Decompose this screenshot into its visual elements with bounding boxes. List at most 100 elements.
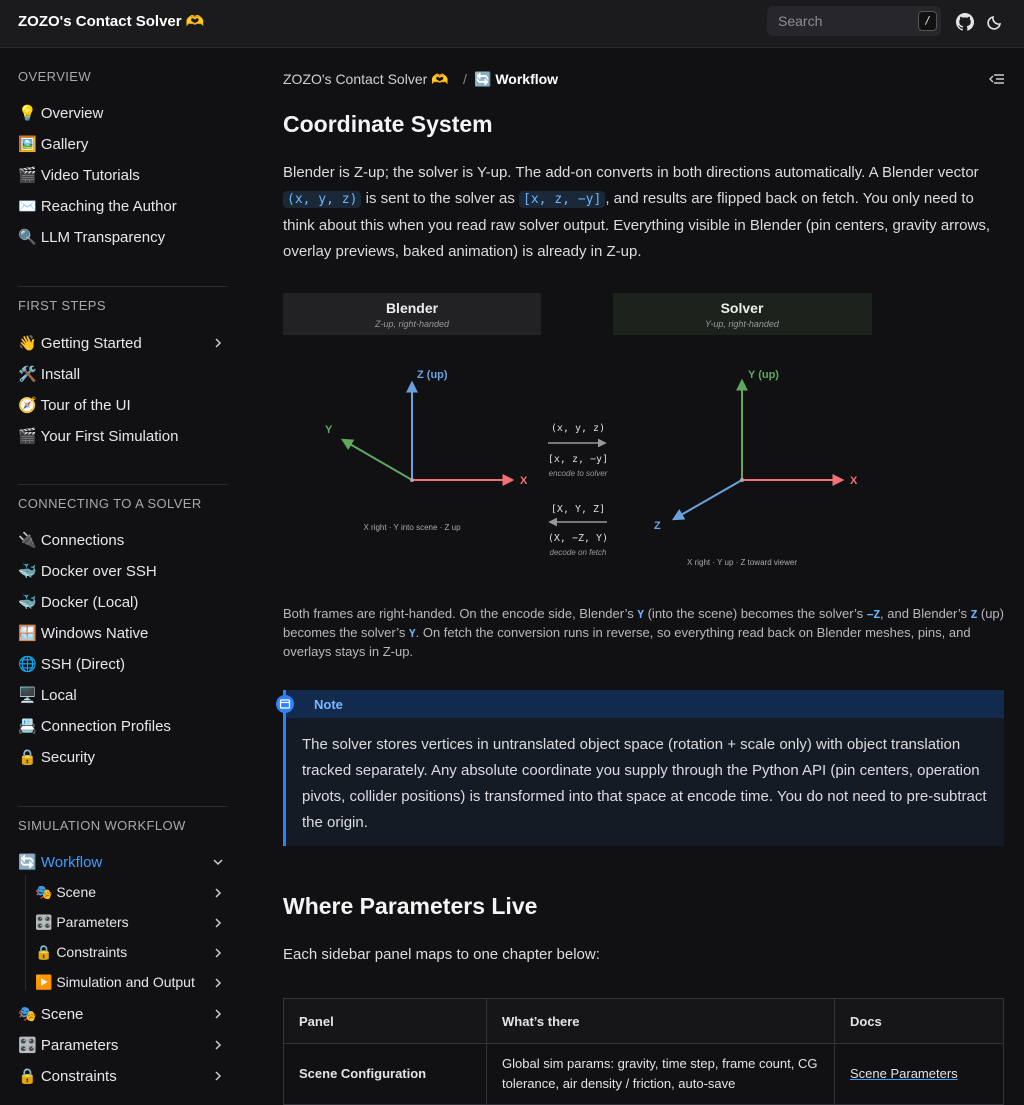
nav-item[interactable]: 🌐 SSH (Direct)	[18, 656, 126, 673]
nav-item[interactable]: 🔒 Constraints	[18, 1068, 117, 1085]
axis-label: Z	[654, 520, 661, 532]
nav-item[interactable]: 🔌 Connections	[18, 532, 125, 549]
encode-label: encode to solver	[549, 469, 608, 478]
header-cell: Docs	[834, 998, 1004, 1044]
text: is sent to the solver as	[361, 190, 520, 207]
blender-title: Blender	[386, 300, 439, 316]
search-placeholder: Search	[778, 13, 823, 29]
axis	[671, 479, 743, 521]
nav-subitem[interactable]: ▶️ Simulation and Output	[35, 974, 195, 990]
axis-label: Y (up)	[748, 369, 779, 381]
axis-label: Z (up)	[417, 369, 448, 381]
expand-icon[interactable]	[212, 1008, 224, 1020]
section-title: FIRST STEPS	[18, 298, 106, 313]
nav-item[interactable]: 🛠️ Install	[18, 366, 81, 383]
tree-line	[25, 875, 26, 990]
axis-ref: Z	[970, 608, 978, 621]
nav-subitem[interactable]: 🔒 Constraints	[35, 944, 128, 960]
note-callout: Note The solver stores vertices in untra…	[276, 690, 1004, 846]
text: , and Blender’s	[880, 606, 971, 621]
section-heading: Where Parameters Live	[283, 893, 538, 919]
blender-header	[283, 293, 541, 335]
text: Both frames are right-handed. On the enc…	[283, 606, 638, 621]
expand-icon[interactable]	[212, 1039, 224, 1051]
inline-code: [x, z, −y]	[519, 191, 606, 208]
axis-ref: Y	[637, 608, 644, 621]
github-icon[interactable]	[956, 13, 974, 31]
axis-label: X	[520, 475, 528, 487]
nav-item[interactable]: 🪟 Windows Native	[18, 625, 149, 642]
nav-item[interactable]: 🎭 Scene	[18, 1006, 84, 1023]
text: Blender is Z-up; the solver is Y-up. The…	[283, 164, 979, 181]
expand-icon[interactable]	[212, 917, 224, 929]
nav-item[interactable]: 🎬 Video Tutorials	[18, 167, 140, 184]
origin	[740, 478, 744, 482]
site-title[interactable]: ZOZO's Contact Solver 🫶	[18, 13, 205, 30]
expand-icon[interactable]	[212, 1070, 224, 1082]
text: . On fetch the conversion runs in revers…	[283, 625, 971, 659]
encode-from: (x, y, z)	[551, 423, 605, 434]
axis-ref: −Z	[866, 608, 881, 621]
decode-from: [X, Y, Z]	[551, 504, 605, 515]
solver-title: Solver	[721, 300, 764, 316]
section-title: SIMULATION WORKFLOW	[18, 818, 186, 833]
nav-item[interactable]: 👋 Getting Started	[18, 335, 142, 352]
nav-item[interactable]: ✉️ Reaching the Author	[18, 198, 177, 215]
nav-item[interactable]: 🔍 LLM Transparency	[18, 229, 166, 246]
nav-item[interactable]: 🎬 Your First Simulation	[18, 428, 179, 445]
nav-item[interactable]: 🔒 Security	[18, 749, 96, 766]
collapse-icon[interactable]	[212, 856, 224, 868]
expand-icon[interactable]	[212, 947, 224, 959]
nav-item[interactable]: 🐳 Docker (Local)	[18, 594, 139, 611]
axis-label: X	[850, 475, 858, 487]
separator	[18, 806, 228, 807]
breadcrumb-root[interactable]: ZOZO's Contact Solver 🫶	[283, 71, 449, 87]
section-title: CONNECTING TO A SOLVER	[18, 496, 202, 511]
origin	[410, 478, 414, 482]
cell: Scene Configuration	[283, 1043, 487, 1105]
theme-toggle[interactable]	[986, 13, 1004, 31]
note-header	[286, 690, 1004, 718]
nav-item[interactable]: 🐳 Docker over SSH	[18, 563, 157, 580]
expand-icon[interactable]	[212, 337, 224, 349]
note-title: Note	[314, 697, 343, 712]
expand-icon[interactable]	[212, 887, 224, 899]
toc-toggle[interactable]	[989, 72, 1005, 86]
encode-to: [x, z, −y]	[548, 454, 608, 465]
text: (into the scene) becomes the solver’s	[643, 606, 867, 621]
decode-to: (X, −Z, Y)	[548, 533, 608, 544]
note-icon	[276, 695, 294, 713]
separator	[18, 286, 228, 287]
solver-subtitle: Y-up, right-handed	[705, 319, 780, 329]
axis-ref: Y	[408, 627, 416, 640]
frame-caption: X right · Y into scene · Z up	[363, 523, 461, 532]
nav-subitem[interactable]: 🎭 Scene	[35, 884, 97, 900]
nav-item[interactable]: 🖥️ Local	[18, 687, 77, 704]
inline-code: (x, y, z)	[283, 191, 362, 208]
nav-item[interactable]: 🧭 Tour of the UI	[18, 397, 131, 414]
cell: Scene Parameters	[834, 1043, 1004, 1105]
expand-icon[interactable]	[212, 977, 224, 989]
search-box[interactable]: Search /	[767, 6, 941, 36]
panel-table: Panel What’s there Docs Scene Configurat…	[283, 998, 1004, 1105]
axis	[340, 438, 413, 481]
intro-paragraph: Blender is Z-up; the solver is Y-up. The…	[283, 160, 1004, 265]
doc-link[interactable]: Scene Parameters	[850, 1066, 958, 1081]
diagram-caption: Both frames are right-handed. On the enc…	[283, 605, 1004, 661]
axis-label: Y	[325, 424, 333, 436]
nav-item[interactable]: 💡 Overview	[18, 105, 104, 122]
separator	[18, 484, 228, 485]
nav-item[interactable]: 📇 Connection Profiles	[18, 718, 171, 735]
nav-item[interactable]: 🖼️ Gallery	[18, 136, 89, 153]
section-title: OVERVIEW	[18, 69, 92, 84]
nav-item[interactable]: 🔄 Workflow	[18, 854, 103, 871]
coordinate-diagram: Blender Z-up, right-handed Solver Y-up, …	[283, 293, 872, 567]
frame-caption: X right · Y up · Z toward viewer	[687, 558, 797, 567]
note-body: The solver stores vertices in untranslat…	[302, 736, 987, 831]
solver-header	[613, 293, 872, 335]
table-row: Scene Configuration Global sim params: g…	[283, 1043, 1004, 1105]
nav-subitem[interactable]: 🎛️ Parameters	[35, 914, 129, 930]
top-bar: ZOZO's Contact Solver 🫶 Search /	[0, 0, 1024, 48]
nav-item[interactable]: 🎛️ Parameters	[18, 1037, 119, 1054]
